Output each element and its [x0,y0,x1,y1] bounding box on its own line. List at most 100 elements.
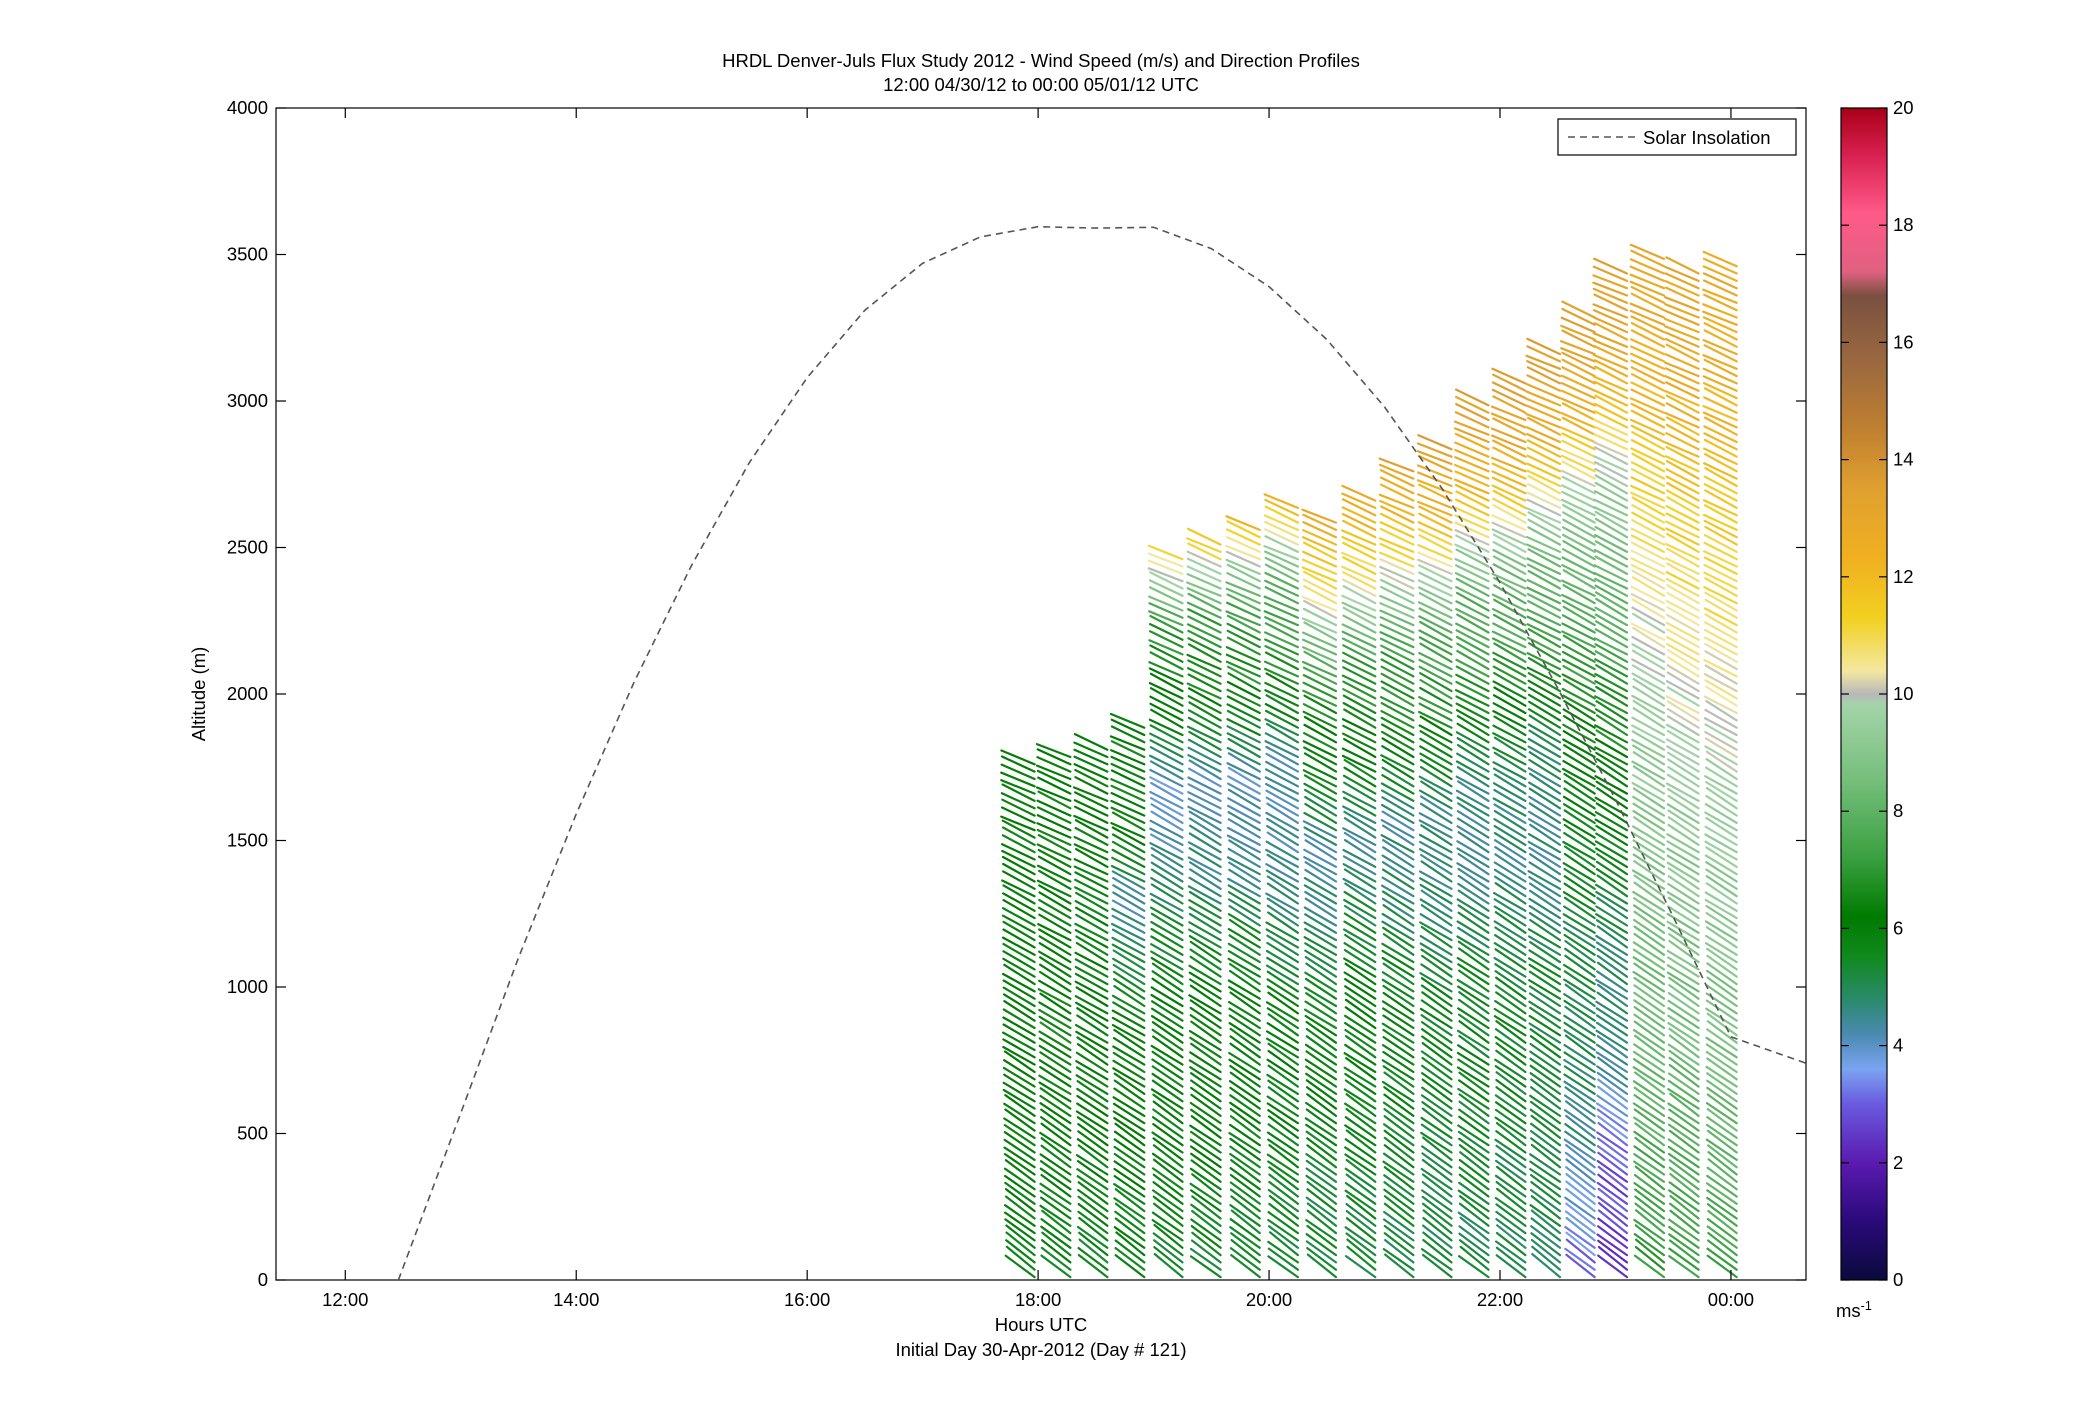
wind-barb [1228,839,1261,861]
wind-barb [1265,921,1300,942]
wind-barb [1112,884,1146,905]
wind-barb [1562,584,1596,605]
wind-barb [1421,1253,1453,1279]
wind-barb [1593,402,1629,422]
wind-barb [1188,817,1222,839]
wind-barb [1077,1122,1109,1147]
wind-barb [1264,622,1300,641]
wind-barb [1266,817,1300,839]
wind-barb [1344,998,1377,1022]
wind-barb [1002,942,1036,964]
wind-barb [1343,838,1377,861]
wind-barb [1454,388,1490,407]
wind-barb [1380,730,1415,751]
wind-barb [1666,729,1700,751]
wind-barb [1596,961,1629,986]
wind-barb [1633,1152,1666,1176]
wind-barb [1112,1036,1146,1059]
wind-barb [1304,977,1338,1000]
wind-barb [1304,971,1338,993]
wind-barb [1707,1231,1738,1257]
wind-barb [1526,563,1562,583]
wind-barb [1230,1232,1261,1257]
wind-barb [1632,1050,1666,1074]
wind-barb [1302,607,1338,627]
wind-barb [1036,748,1072,766]
wind-barb [1560,469,1596,488]
wind-barb [1150,883,1184,905]
wind-barb [1561,490,1596,509]
wind-barb [1633,1173,1666,1198]
wind-barb [1632,970,1666,993]
wind-barb [1594,591,1629,612]
wind-barb [1419,898,1453,920]
wind-barb [1561,307,1596,326]
wind-barbs [1000,243,1738,1279]
wind-barb [1594,650,1629,671]
wind-barb [1561,643,1596,663]
wind-barb [1528,751,1562,773]
wind-barb [1002,928,1036,949]
wind-barb [1150,861,1184,883]
wind-barb [1382,904,1415,927]
wind-barb [1264,563,1300,583]
wind-barb [1666,787,1700,810]
wind-barb [1666,715,1700,737]
wind-barb [1495,1144,1527,1169]
wind-barb [1343,971,1377,993]
wind-barb [1383,1210,1415,1235]
wind-barb [1561,402,1596,422]
wind-barb [1149,724,1184,744]
wind-barb [1704,891,1738,912]
wind-barb [1225,515,1261,532]
wind-barb [1668,1247,1700,1271]
wind-barb [1110,922,1146,942]
wind-barb [1565,1238,1596,1264]
wind-barb [1666,840,1700,861]
wind-barb [1664,309,1700,326]
wind-barb [1417,455,1453,473]
wind-barb [1306,1202,1338,1227]
wind-barb [1148,602,1184,619]
wind-barb [1187,783,1222,803]
wind-barb [1265,928,1300,949]
wind-barb [1038,1044,1072,1066]
wind-barb [1526,578,1562,597]
wind-barb [1705,1065,1738,1088]
wind-barb [1630,292,1666,312]
wind-barb [1267,1188,1300,1213]
wind-barb [1705,1123,1738,1147]
wind-barb [1595,700,1629,722]
wind-barb [1705,875,1738,898]
wind-barb [1665,723,1700,744]
wind-barb [1148,681,1184,700]
wind-barb [1113,1174,1146,1198]
wind-barb [1594,540,1629,561]
wind-barb [1456,825,1490,847]
wind-barb [1305,1174,1338,1198]
wind-barb [1113,1160,1146,1183]
wind-barb [1342,863,1377,883]
wind-barb [1038,970,1072,993]
wind-barb [1345,1217,1377,1242]
wind-barb [1561,622,1596,641]
wind-barb [1666,920,1700,942]
wind-barb [1076,1014,1109,1037]
wind-barb [1420,860,1453,883]
wind-barb [1419,802,1453,825]
x-tick-label: 16:00 [784,1289,830,1310]
wind-barb [1227,913,1261,934]
wind-barb [1491,381,1527,400]
wind-barb [1383,1202,1415,1227]
wind-barb [1225,535,1261,554]
wind-barb [1597,1209,1629,1235]
wind-barb [1228,918,1261,942]
wind-barb [1667,1072,1700,1096]
wind-barb [1039,1115,1072,1140]
wind-barb [1560,484,1596,502]
wind-barb [1560,426,1596,444]
wind-barb [1526,608,1562,627]
wind-barb [1596,991,1629,1015]
wind-barb [1593,293,1629,312]
wind-barb [1341,747,1377,766]
